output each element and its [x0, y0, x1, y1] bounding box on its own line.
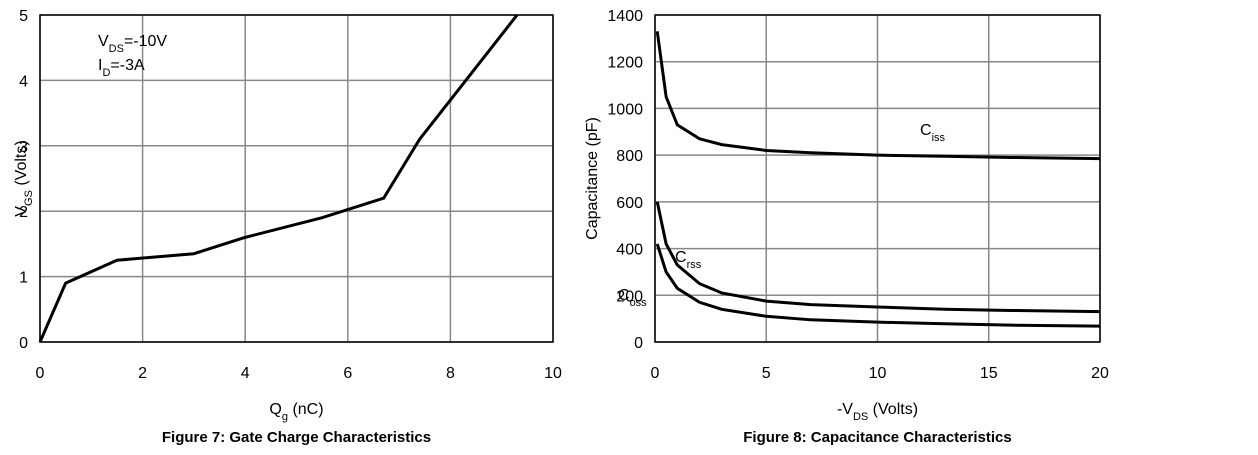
x-axis-label-part: (nC)	[288, 401, 324, 418]
series-label-part: C	[618, 287, 630, 304]
y-axis-label: Capacitance (pF)	[584, 117, 601, 240]
data-line	[657, 244, 1100, 326]
annotation-part: DS	[109, 43, 124, 55]
x-tick-label: 2	[138, 365, 147, 382]
y-axis-label-part: V	[13, 206, 30, 217]
annotation-part: =-10V	[124, 33, 167, 50]
y-tick-label: 1000	[607, 101, 643, 118]
x-axis-label: Qg (nC)	[269, 401, 323, 423]
x-tick-label: 0	[36, 365, 45, 382]
x-tick-label: 10	[544, 365, 562, 382]
chart-title: Figure 7: Gate Charge Characteristics	[162, 429, 431, 446]
series-label-part: C	[675, 249, 687, 266]
data-line	[657, 31, 1100, 158]
series-label-part: oss	[630, 297, 648, 309]
x-tick-label: 5	[762, 365, 771, 382]
annotation-part: V	[98, 33, 109, 50]
x-tick-label: 20	[1091, 365, 1109, 382]
x-tick-label: 4	[241, 365, 250, 382]
annotation: ID=-3A	[98, 57, 145, 79]
y-tick-label: 1200	[607, 55, 643, 72]
x-axis-label-part: Q	[269, 401, 281, 418]
y-tick-label: 0	[19, 335, 28, 352]
y-axis-label-part: Capacitance (pF)	[584, 117, 601, 240]
x-axis-label-part: (Volts)	[868, 401, 918, 418]
y-tick-label: 600	[616, 195, 643, 212]
series-label-part: rss	[687, 259, 702, 271]
y-tick-label: 1	[19, 270, 28, 287]
y-tick-label: 800	[616, 148, 643, 165]
series-label: Ciss	[920, 122, 946, 144]
x-axis-label-part: DS	[853, 411, 868, 423]
figure: 0246810012345VDS=-10VID=-3AQg (nC)VGS (V…	[0, 0, 1258, 455]
y-tick-label: 400	[616, 242, 643, 259]
y-axis-label: VGS (Volts)	[13, 140, 35, 216]
series-label-part: iss	[932, 132, 946, 144]
y-tick-label: 0	[634, 335, 643, 352]
x-tick-label: 10	[869, 365, 887, 382]
annotation-part: =-3A	[110, 57, 145, 74]
x-tick-label: 8	[446, 365, 455, 382]
x-tick-label: 15	[980, 365, 998, 382]
chart-title: Figure 8: Capacitance Characteristics	[743, 429, 1011, 446]
series-label-part: C	[920, 122, 932, 139]
y-tick-label: 4	[19, 73, 28, 90]
x-tick-label: 0	[651, 365, 660, 382]
y-axis-label-part: GS	[23, 190, 35, 206]
x-tick-label: 6	[343, 365, 352, 382]
annotation: VDS=-10V	[98, 33, 167, 55]
y-tick-label: 5	[19, 8, 28, 25]
x-axis-label-part: -V	[837, 401, 853, 418]
y-axis-label-part: (Volts)	[13, 140, 30, 190]
y-tick-label: 1400	[607, 8, 643, 25]
annotation-part: D	[102, 67, 110, 79]
x-axis-label: -VDS (Volts)	[837, 401, 918, 423]
